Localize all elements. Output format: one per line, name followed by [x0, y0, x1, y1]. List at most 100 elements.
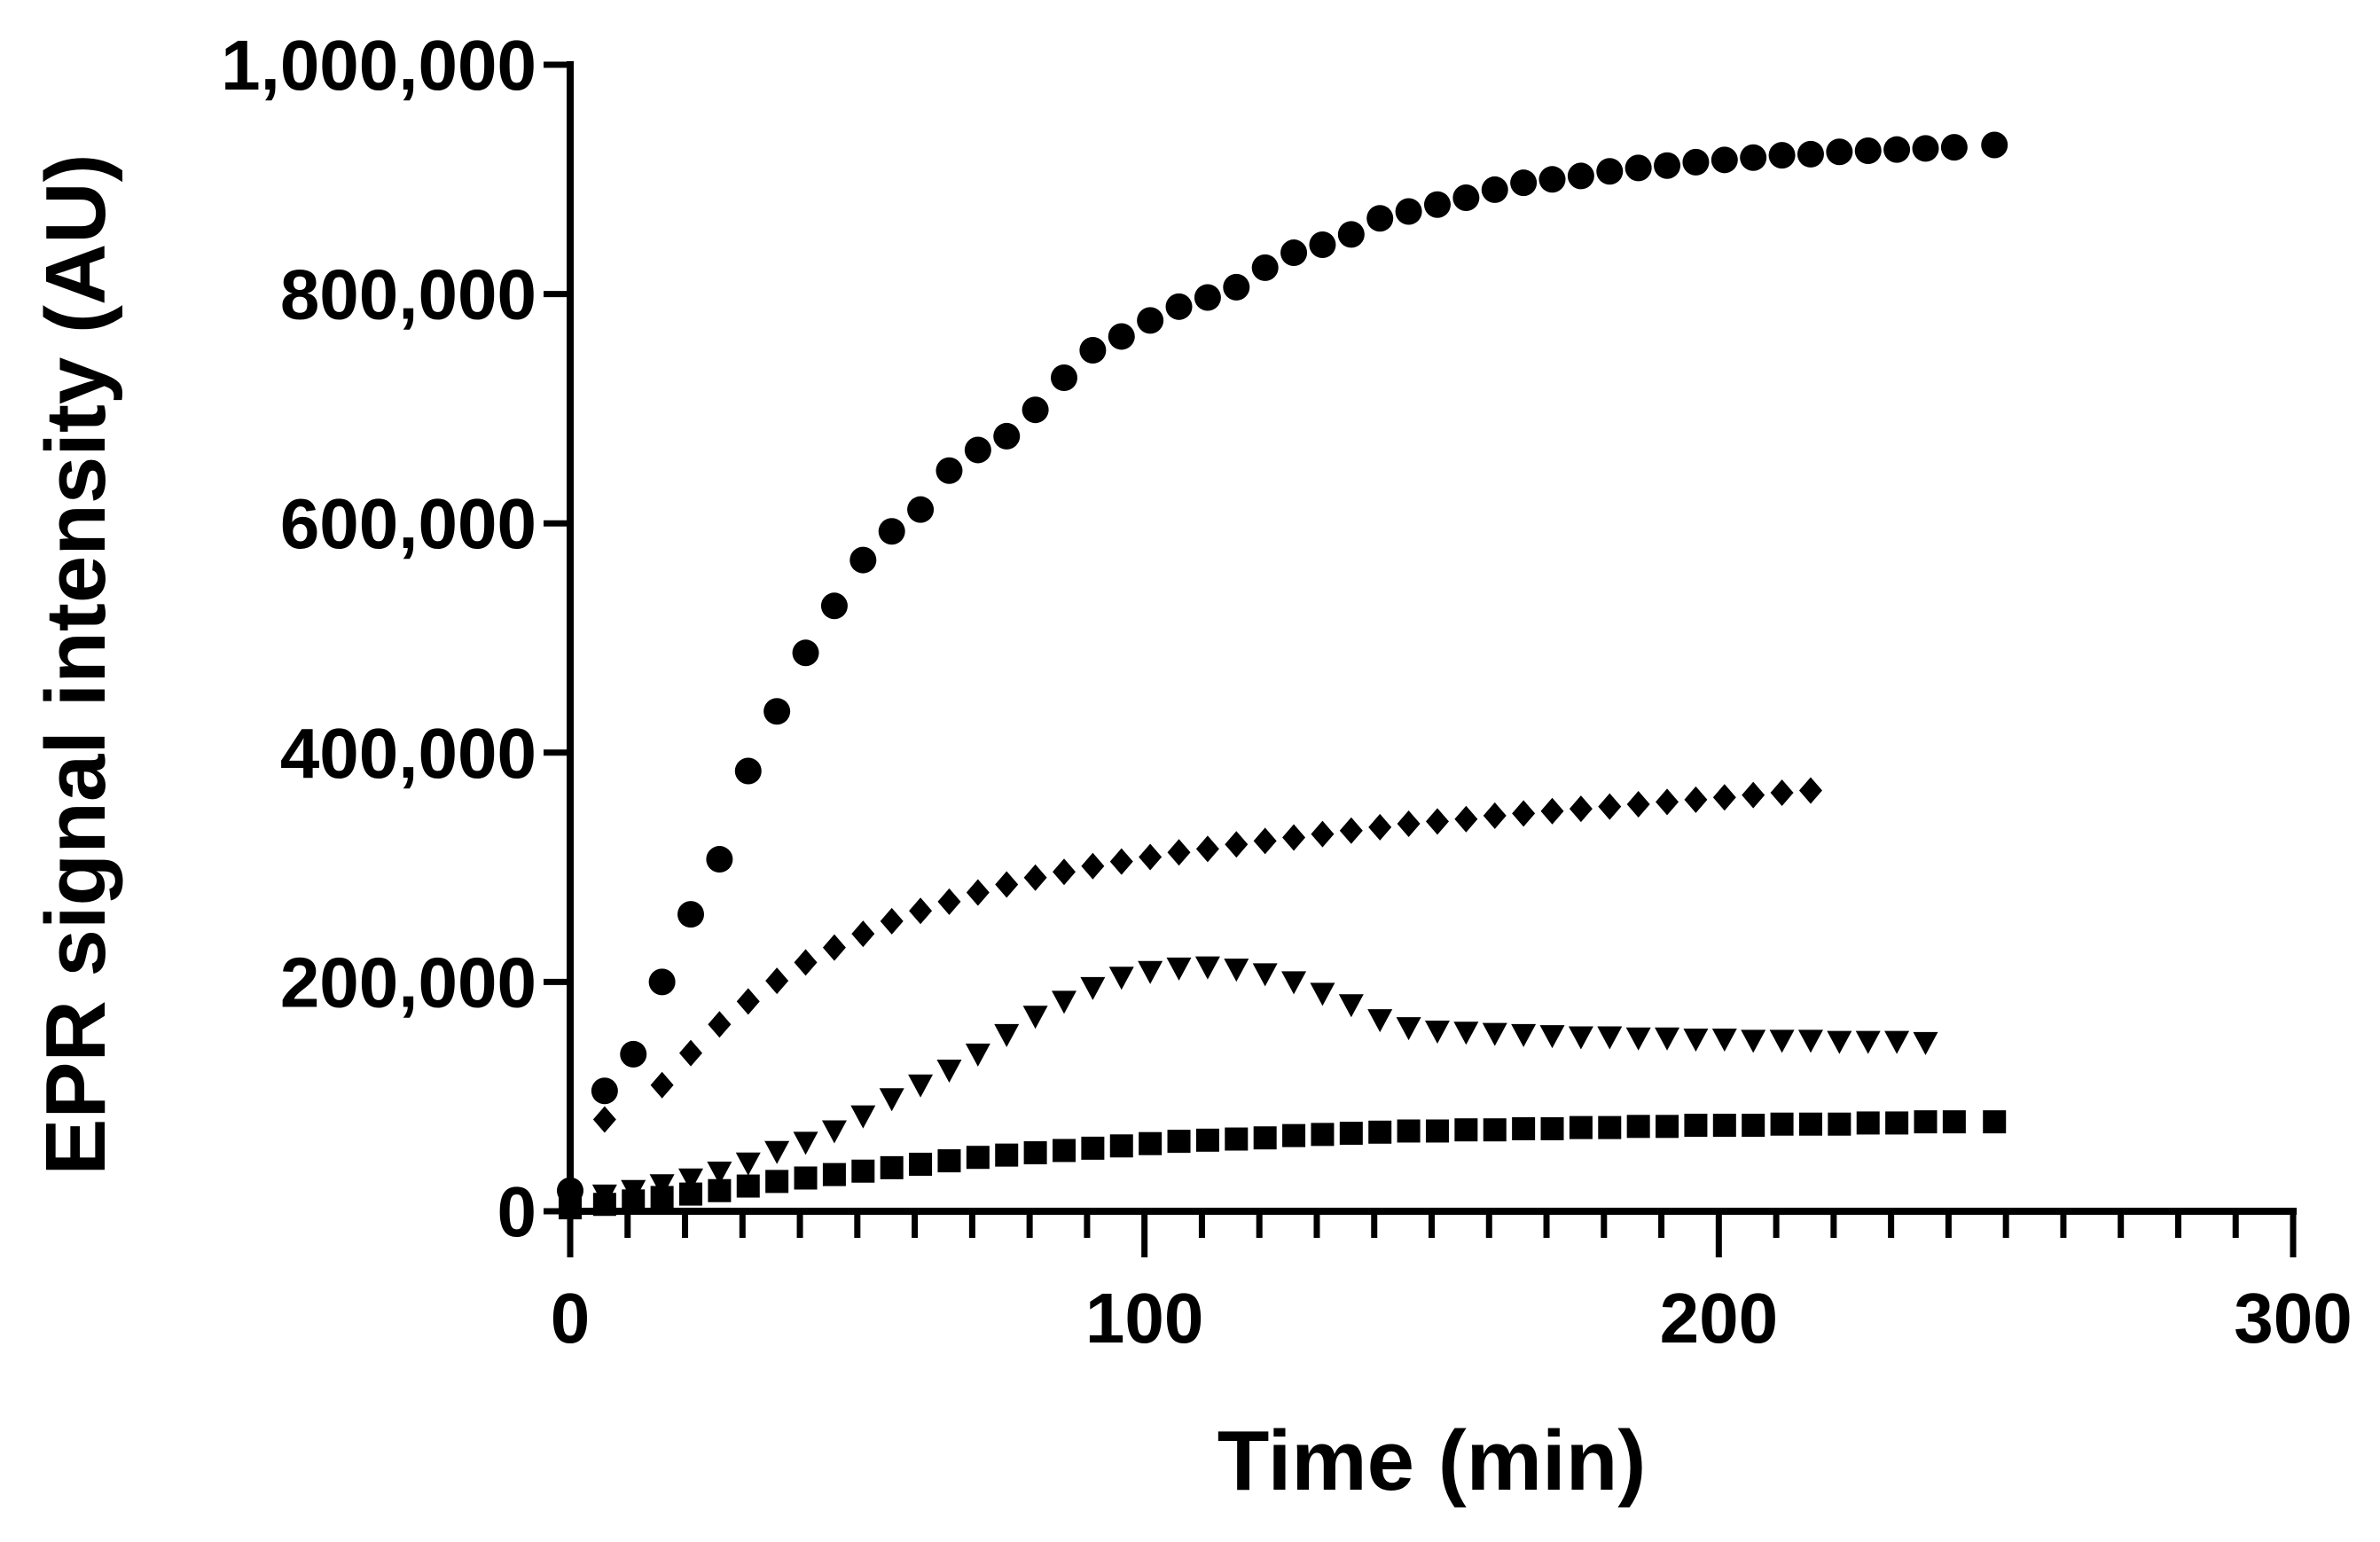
data-point — [1682, 148, 1710, 176]
data-point — [1167, 1130, 1191, 1154]
data-point — [1023, 1141, 1047, 1165]
series-diamonds — [592, 777, 1822, 1133]
data-point — [936, 457, 963, 484]
data-point — [1913, 1031, 1938, 1055]
data-point — [1684, 786, 1708, 813]
data-point — [1914, 1110, 1938, 1134]
x-axis-ticks: 0 100 200 300 — [551, 1211, 2353, 1358]
data-point — [1856, 1111, 1880, 1135]
data-point — [995, 1143, 1019, 1167]
data-point — [1367, 1009, 1393, 1033]
data-point — [1826, 138, 1853, 166]
data-point — [1569, 795, 1593, 823]
data-point — [909, 1152, 933, 1176]
x-tick-label: 200 — [1660, 1279, 1778, 1358]
data-point — [1253, 827, 1277, 855]
data-point — [1109, 848, 1133, 875]
data-point — [1742, 1114, 1765, 1138]
data-point — [1654, 152, 1681, 179]
data-point — [1942, 1110, 1966, 1134]
data-point — [1711, 1029, 1737, 1053]
data-point — [1626, 1115, 1650, 1139]
data-point — [1167, 839, 1191, 866]
data-point — [1052, 1139, 1076, 1162]
data-point — [880, 907, 904, 935]
data-point — [1282, 824, 1306, 851]
data-point — [850, 1105, 876, 1129]
data-point — [1052, 858, 1076, 886]
data-point — [1482, 1022, 1507, 1046]
data-point — [1051, 990, 1076, 1014]
data-point — [994, 1023, 1020, 1047]
data-point — [648, 968, 676, 996]
data-point — [1337, 221, 1365, 248]
data-point — [707, 1162, 732, 1186]
data-point — [1251, 254, 1279, 281]
data-point — [592, 1106, 616, 1133]
data-point — [820, 592, 848, 620]
data-point — [679, 1182, 703, 1206]
data-point — [792, 639, 819, 667]
data-point — [1194, 956, 1220, 980]
data-point — [821, 1120, 847, 1144]
data-point — [1798, 1112, 1822, 1136]
data-point — [1022, 396, 1049, 424]
data-point — [1656, 788, 1679, 816]
data-point — [650, 1071, 674, 1099]
data-point — [708, 1011, 732, 1038]
data-point — [1511, 1023, 1537, 1047]
data-point — [964, 436, 991, 464]
data-point — [1855, 1030, 1881, 1054]
series-triangles — [558, 956, 1938, 1213]
data-point — [1568, 1026, 1593, 1050]
data-point — [966, 1146, 990, 1170]
data-point — [937, 1149, 961, 1173]
data-point — [708, 1178, 732, 1202]
data-point — [1741, 1029, 1766, 1053]
data-point — [1712, 1114, 1736, 1138]
data-point — [937, 888, 961, 915]
data-point — [1596, 158, 1624, 185]
data-point — [763, 698, 791, 725]
data-point — [1396, 1017, 1421, 1041]
data-point — [936, 1059, 962, 1083]
data-point — [620, 1040, 647, 1068]
data-point — [1912, 135, 1939, 162]
data-point — [1423, 191, 1451, 218]
data-point — [1311, 1123, 1335, 1147]
data-point — [1797, 140, 1824, 168]
data-point — [1166, 957, 1192, 981]
x-tick-label: 100 — [1085, 1279, 1203, 1358]
data-point — [878, 518, 905, 545]
data-point — [965, 1043, 990, 1067]
data-point — [1769, 1029, 1795, 1053]
data-point — [1252, 963, 1278, 987]
data-point — [1165, 293, 1193, 320]
data-point — [1483, 1118, 1507, 1142]
data-point — [1538, 166, 1566, 193]
data-point — [995, 871, 1019, 898]
data-point — [1366, 205, 1394, 232]
data-point — [1981, 131, 2008, 159]
data-point — [1598, 793, 1622, 820]
data-point — [1540, 797, 1564, 825]
data-point — [1309, 231, 1336, 259]
data-point — [1770, 1112, 1794, 1136]
data-point — [1253, 1126, 1277, 1150]
data-point — [1225, 831, 1249, 858]
x-axis-title: Time (min) — [1217, 1413, 1647, 1508]
data-point — [649, 1174, 675, 1198]
data-point — [1797, 1029, 1823, 1053]
data-point — [851, 1159, 875, 1183]
data-point — [1597, 1026, 1623, 1050]
data-point — [1137, 307, 1164, 334]
data-point — [849, 546, 877, 574]
data-point — [1454, 1118, 1478, 1142]
data-point — [1684, 1114, 1708, 1138]
data-point — [966, 879, 990, 906]
data-point — [1023, 864, 1047, 891]
data-point — [706, 846, 733, 873]
data-point — [880, 1155, 904, 1179]
data-point — [1080, 976, 1106, 1000]
